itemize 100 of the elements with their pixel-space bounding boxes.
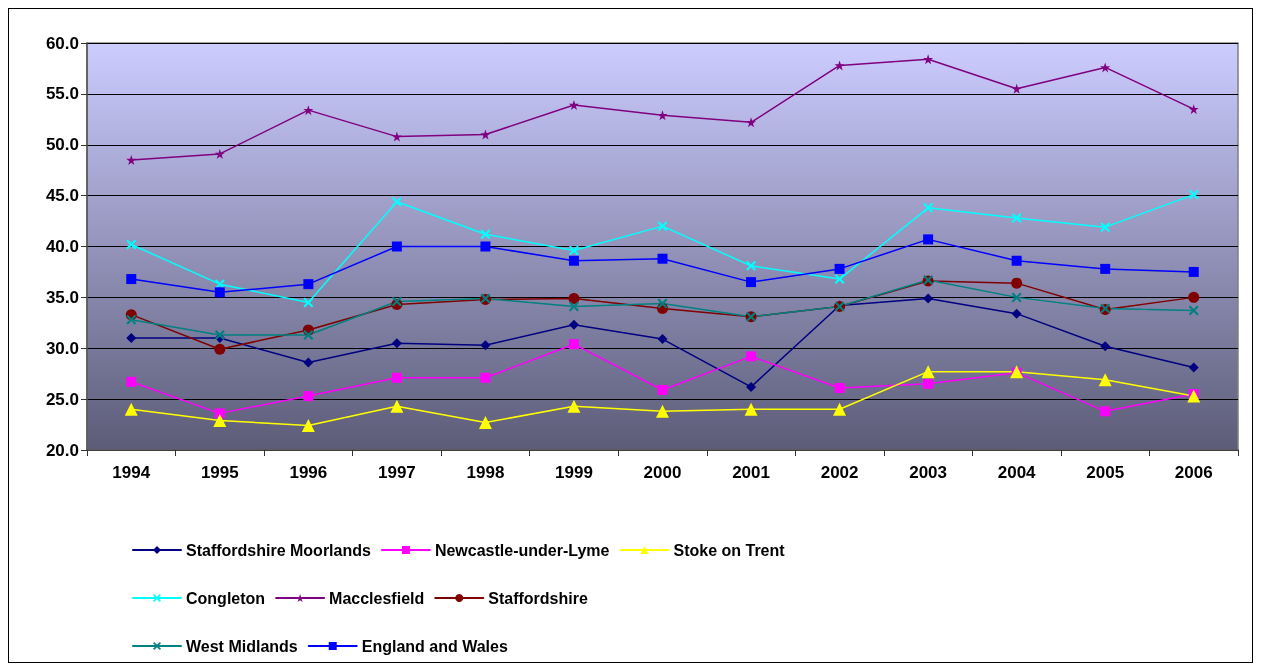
point bbox=[126, 274, 137, 285]
x-tick-label: 2003 bbox=[909, 463, 948, 482]
point bbox=[834, 274, 845, 285]
y-tick-label: 35.0 bbox=[45, 287, 79, 307]
y-tick-label: 60.0 bbox=[45, 33, 79, 53]
point bbox=[301, 419, 315, 433]
point bbox=[1011, 277, 1023, 289]
point bbox=[657, 298, 668, 309]
point bbox=[391, 372, 402, 383]
point bbox=[568, 245, 579, 256]
y-tick-label: 25.0 bbox=[45, 389, 79, 409]
point bbox=[567, 399, 581, 413]
point bbox=[214, 287, 225, 298]
x-tick-label: 2000 bbox=[643, 463, 682, 482]
point bbox=[746, 260, 757, 271]
x-tick-label: 2005 bbox=[1086, 463, 1125, 482]
point bbox=[391, 131, 402, 142]
point bbox=[214, 148, 225, 159]
point bbox=[303, 279, 314, 290]
point bbox=[480, 229, 491, 240]
point bbox=[214, 408, 225, 419]
y-tick-label: 20.0 bbox=[45, 440, 79, 460]
point bbox=[1098, 373, 1112, 387]
point bbox=[744, 402, 758, 416]
y-tick-label: 50.0 bbox=[45, 135, 79, 155]
point bbox=[126, 333, 137, 344]
point bbox=[391, 241, 402, 252]
point bbox=[1188, 104, 1199, 115]
x-tick-label: 2006 bbox=[1174, 463, 1213, 482]
y-tick-label: 30.0 bbox=[45, 338, 79, 358]
point bbox=[657, 221, 668, 232]
point bbox=[568, 100, 579, 111]
point bbox=[1188, 305, 1199, 316]
point bbox=[480, 241, 491, 252]
point bbox=[391, 196, 402, 207]
point bbox=[303, 330, 314, 341]
point bbox=[568, 292, 580, 304]
point bbox=[1188, 266, 1199, 277]
point bbox=[923, 234, 934, 245]
x-tick-label: 2002 bbox=[820, 463, 859, 482]
point bbox=[480, 340, 491, 351]
point bbox=[480, 372, 491, 383]
point bbox=[656, 404, 669, 418]
point bbox=[214, 343, 226, 355]
legend-label: Macclesfield bbox=[329, 589, 425, 607]
y-tick-label: 40.0 bbox=[45, 237, 79, 256]
point bbox=[923, 293, 934, 304]
point bbox=[657, 334, 668, 345]
point bbox=[746, 381, 757, 392]
point bbox=[657, 384, 668, 395]
x-tick-label: 1999 bbox=[555, 463, 593, 482]
x-tick-label: 1996 bbox=[289, 463, 328, 482]
point bbox=[303, 297, 314, 308]
point bbox=[568, 301, 579, 312]
point bbox=[1011, 292, 1022, 303]
legend-label: Staffordshire bbox=[488, 589, 588, 607]
point bbox=[480, 129, 491, 140]
point bbox=[923, 378, 934, 389]
legend-label: West Midlands bbox=[186, 637, 298, 655]
legend-label: Congleton bbox=[186, 589, 266, 607]
point bbox=[126, 376, 137, 387]
point bbox=[1011, 213, 1022, 224]
point bbox=[1011, 255, 1022, 266]
y-tick-label: 45.0 bbox=[45, 186, 79, 206]
point bbox=[833, 402, 847, 416]
point bbox=[303, 105, 314, 116]
legend-label: England and Wales bbox=[361, 637, 508, 655]
point bbox=[923, 202, 934, 213]
point bbox=[834, 60, 845, 71]
point bbox=[923, 54, 934, 65]
point bbox=[124, 402, 138, 416]
point bbox=[746, 117, 757, 128]
x-tick-label: 2001 bbox=[732, 463, 770, 482]
point bbox=[834, 382, 845, 393]
point bbox=[478, 416, 492, 430]
point bbox=[1100, 263, 1111, 274]
point bbox=[568, 339, 579, 350]
x-tick-label: 1997 bbox=[377, 463, 416, 482]
point bbox=[126, 239, 137, 250]
point bbox=[1188, 291, 1200, 303]
point bbox=[657, 253, 668, 264]
x-tick-label: 1994 bbox=[112, 463, 151, 482]
point bbox=[1011, 83, 1022, 94]
point bbox=[834, 263, 845, 274]
point bbox=[391, 338, 402, 349]
point bbox=[126, 314, 137, 325]
x-tick-label: 1998 bbox=[466, 463, 505, 482]
legend-label: Newcastle-under-Lyme bbox=[434, 541, 610, 559]
x-tick-label: 2004 bbox=[997, 463, 1037, 482]
point bbox=[126, 155, 137, 166]
point bbox=[746, 277, 757, 288]
y-tick-label: 55.0 bbox=[45, 84, 79, 104]
point bbox=[1100, 62, 1111, 73]
point bbox=[1011, 308, 1022, 319]
point bbox=[390, 399, 404, 413]
point bbox=[568, 255, 579, 266]
x-tick-label: 1995 bbox=[200, 463, 239, 482]
point bbox=[1188, 362, 1199, 373]
point bbox=[1188, 189, 1199, 200]
legend-label: Stoke on Trent bbox=[673, 541, 786, 559]
